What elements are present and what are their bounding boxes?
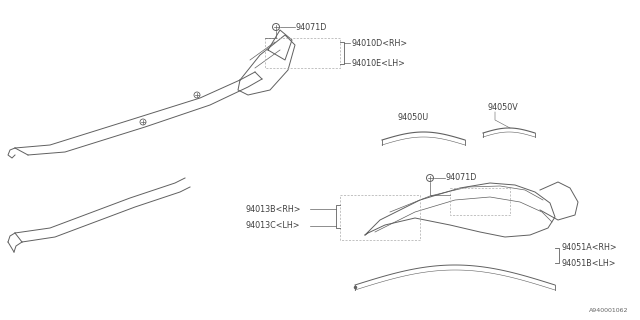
Text: 94013B<RH>: 94013B<RH> bbox=[245, 204, 301, 213]
Text: 94050V: 94050V bbox=[487, 103, 518, 113]
Text: A940001062: A940001062 bbox=[589, 308, 628, 313]
Text: 94071D: 94071D bbox=[296, 22, 328, 31]
Text: 94051A<RH>: 94051A<RH> bbox=[561, 244, 616, 252]
Text: 94051B<LH>: 94051B<LH> bbox=[561, 259, 616, 268]
Text: 94013C<LH>: 94013C<LH> bbox=[245, 221, 300, 230]
Text: 94010E<LH>: 94010E<LH> bbox=[352, 59, 406, 68]
Text: 94071D: 94071D bbox=[446, 173, 477, 182]
Text: 94010D<RH>: 94010D<RH> bbox=[352, 38, 408, 47]
Text: 94050U: 94050U bbox=[398, 114, 429, 123]
